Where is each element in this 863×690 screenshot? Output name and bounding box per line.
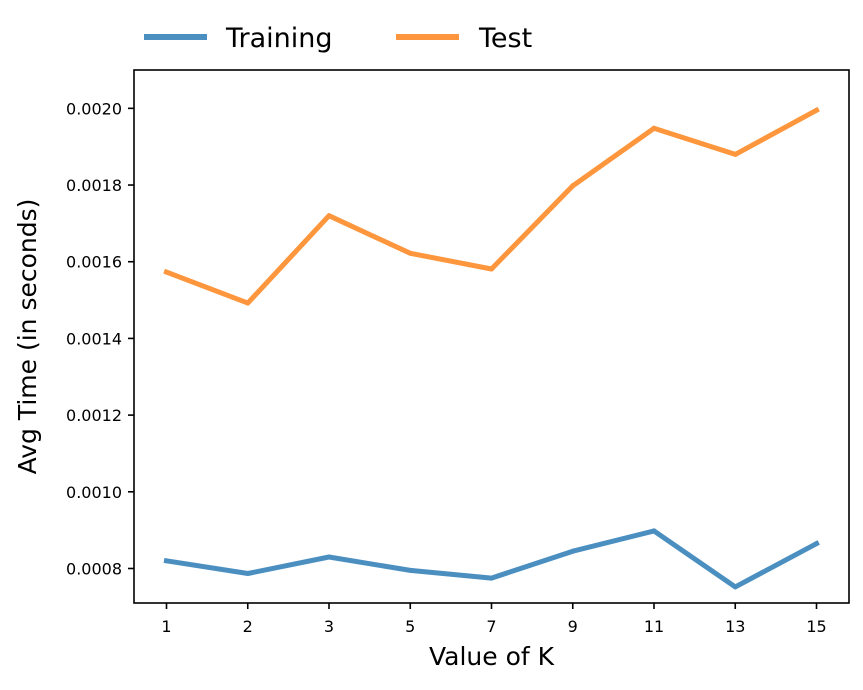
x-tick-label: 9: [568, 617, 578, 636]
data-point-test: [814, 107, 819, 113]
y-tick-label: 0.0008: [66, 559, 122, 578]
data-point-test: [326, 213, 332, 219]
legend-label: Test: [478, 23, 532, 54]
x-tick-label: 15: [806, 617, 826, 636]
series-layer: [163, 106, 820, 590]
x-tick-label: 5: [405, 617, 415, 636]
y-tick-label: 0.0018: [66, 176, 122, 195]
x-tick-label: 3: [324, 617, 334, 636]
x-axis: 1 2 3 5 7 9 11 13 15: [161, 603, 827, 636]
data-point-test: [164, 269, 169, 275]
data-point-test: [489, 266, 494, 272]
data-point-test: [570, 183, 576, 189]
x-tick-label: 7: [486, 617, 496, 636]
y-tick-label: 0.0014: [66, 329, 122, 348]
data-point-training: [732, 584, 738, 590]
data-point-test: [651, 125, 657, 131]
x-tick-label: 2: [243, 617, 253, 636]
legend-item-test: Test: [396, 23, 532, 54]
data-point-test: [245, 300, 251, 306]
y-tick-label: 0.0020: [66, 99, 122, 118]
data-point-training: [326, 554, 332, 560]
data-point-test: [407, 250, 413, 256]
y-tick-label: 0.0012: [66, 406, 122, 425]
data-point-test: [732, 151, 738, 157]
data-point-training: [489, 575, 494, 581]
x-tick-label: 13: [725, 617, 745, 636]
y-tick-label: 0.0016: [66, 253, 122, 272]
legend-label: Training: [225, 23, 333, 54]
data-point-training: [814, 541, 819, 547]
y-tick-label: 0.0010: [66, 483, 122, 502]
x-tick-label: 11: [644, 617, 664, 636]
data-point-training: [164, 558, 169, 564]
series-line-test: [163, 106, 820, 306]
data-point-training: [245, 570, 251, 576]
x-axis-label: Value of K: [429, 642, 555, 671]
data-point-training: [570, 548, 576, 554]
y-axis-label: Avg Time (in seconds): [13, 199, 42, 475]
data-point-training: [407, 567, 413, 573]
x-tick-label: 1: [161, 617, 171, 636]
y-axis: 0.0008 0.0010 0.0012 0.0014 0.0016 0.0018 0.00…: [66, 99, 134, 578]
legend: Training Test: [144, 23, 532, 54]
legend-item-training: Training: [144, 23, 333, 54]
data-point-training: [651, 528, 657, 534]
